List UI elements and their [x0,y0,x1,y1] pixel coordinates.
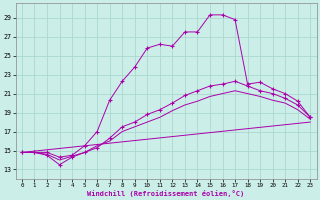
X-axis label: Windchill (Refroidissement éolien,°C): Windchill (Refroidissement éolien,°C) [87,190,245,197]
